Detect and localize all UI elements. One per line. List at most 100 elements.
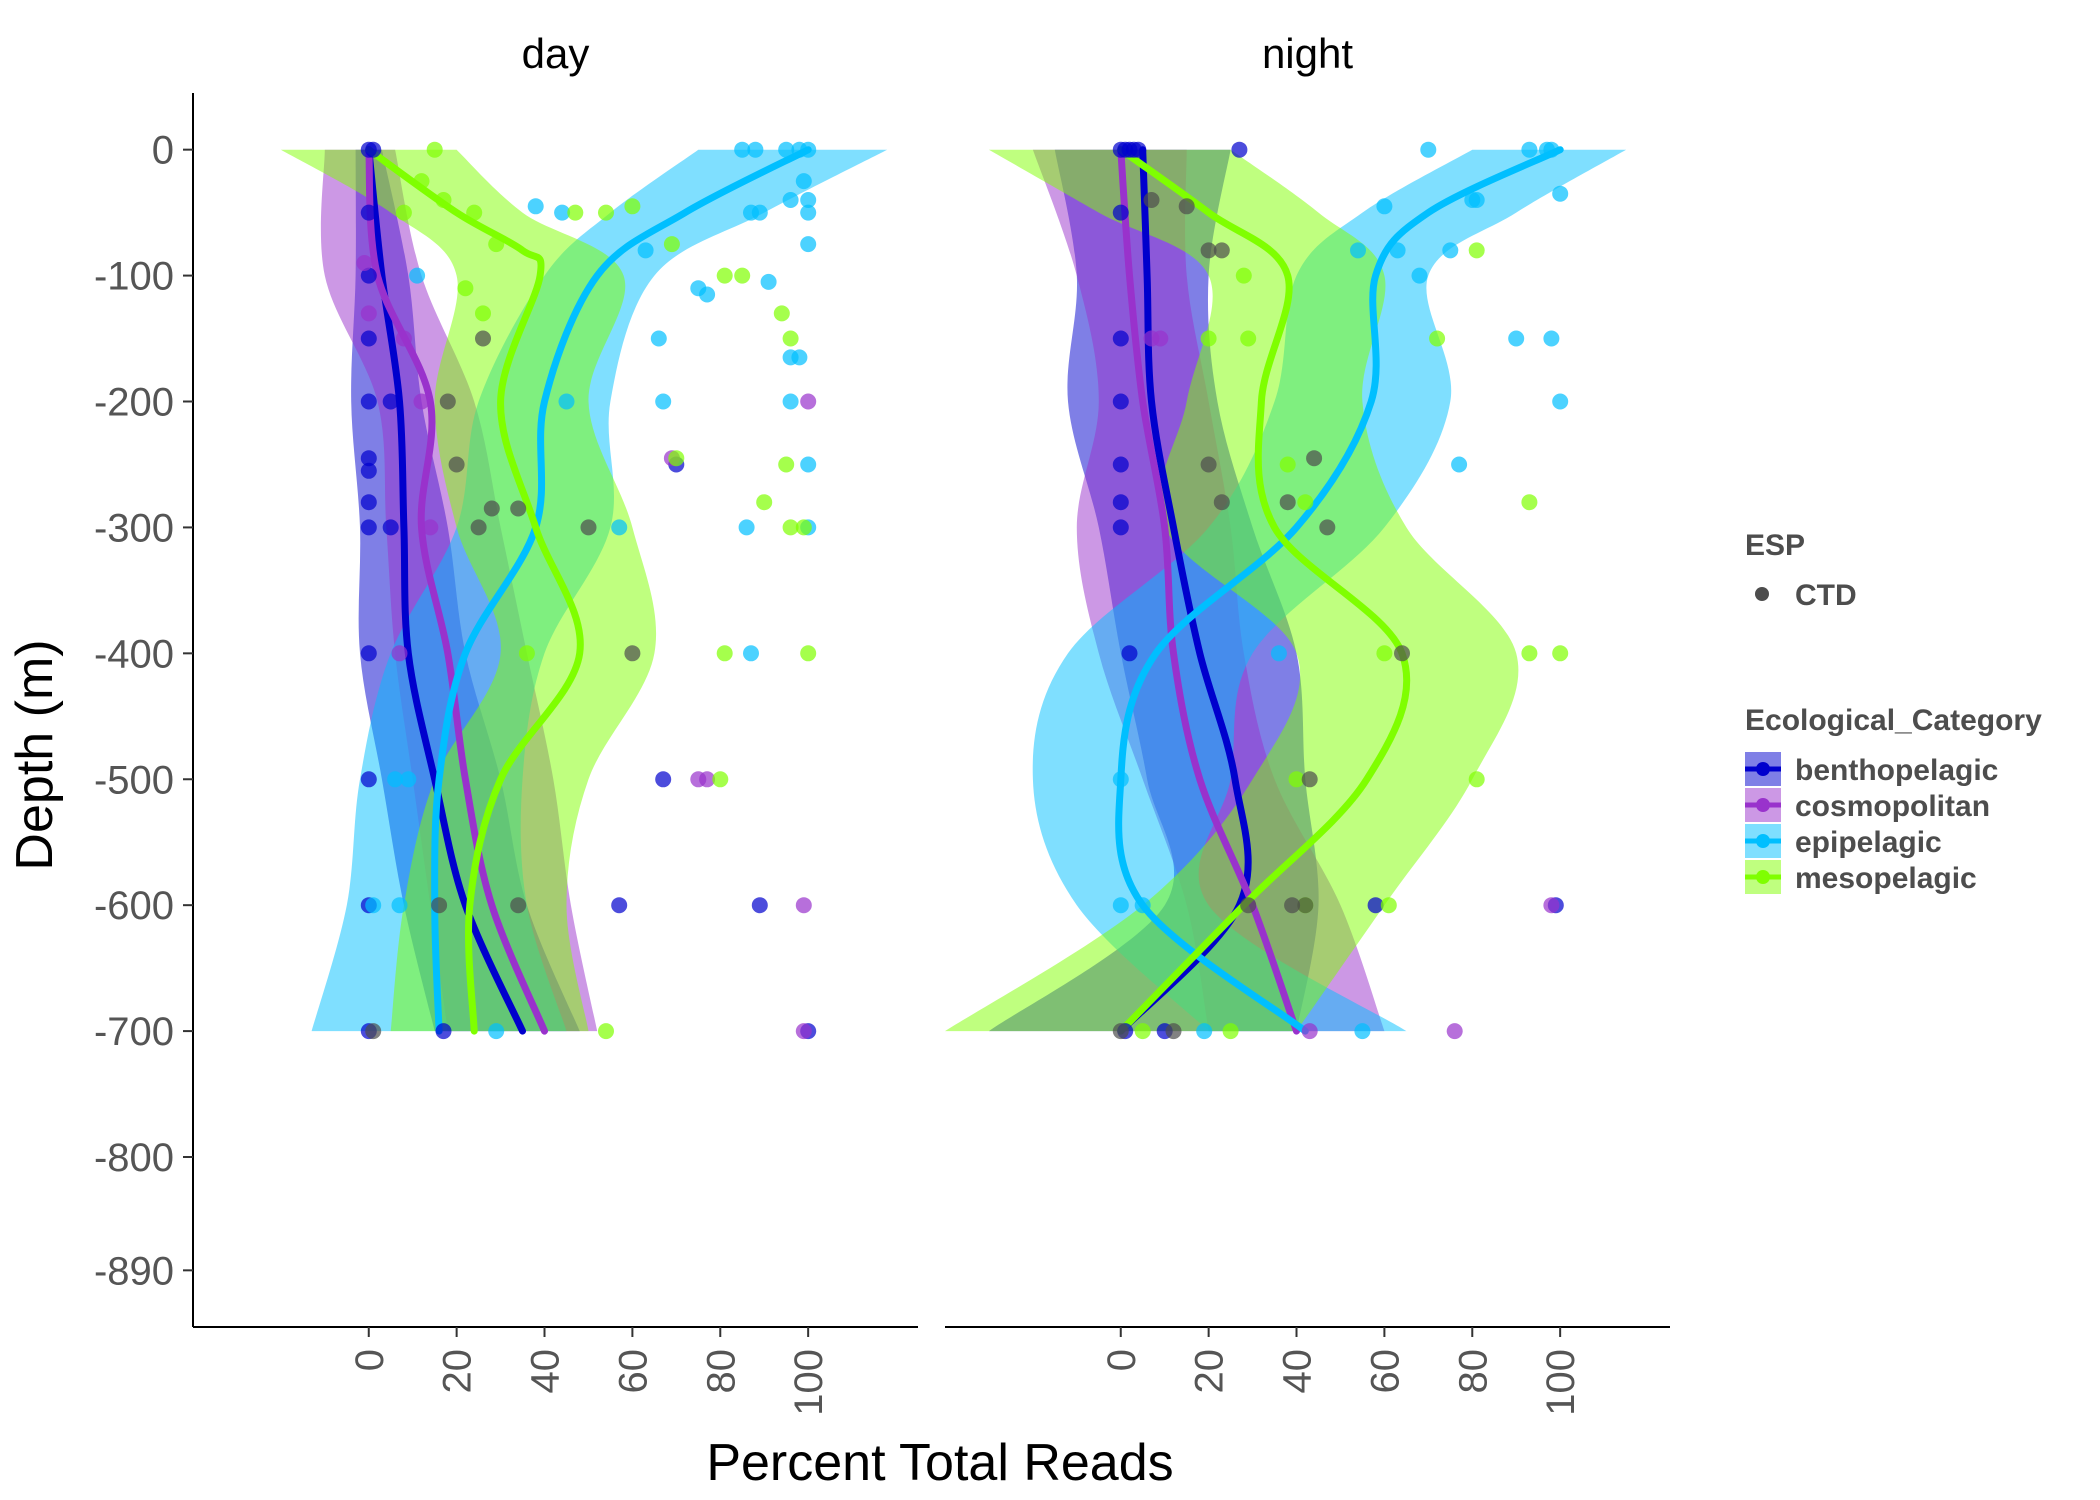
point-night-mesopelagic-16 [1222,1023,1239,1040]
point-day-epipelagic-34 [488,1023,505,1040]
point-night-mesopelagic-4 [1429,330,1446,347]
point-day-epipelagic-29 [743,645,759,662]
point-day-mesopelagic-12 [734,267,751,284]
point-day-mesopelagic-7 [624,198,641,215]
point-night-epipelagic-14 [1552,393,1569,410]
point-night-CTD-8 [1319,519,1336,536]
point-night-cosmopolitan-1 [1152,330,1169,347]
legend-esp-key-0 [1755,587,1769,601]
point-day-epipelagic-0 [734,141,751,158]
point-day-epipelagic-18 [409,267,426,284]
x-tick-label-day-100: 100 [787,1349,831,1416]
point-day-epipelagic-7 [800,192,817,208]
point-night-cosmopolitan-4 [1543,897,1560,914]
y-axis-title: Depth (m) [6,639,64,870]
point-day-cosmopolitan-2 [395,330,412,347]
point-day-epipelagic-5 [795,173,812,190]
smooth-line-day-mesopelagic [365,146,584,1035]
point-night-epipelagic-4 [1552,185,1569,202]
point-day-cosmopolitan-10 [795,897,812,914]
point-day-benthopelagic-5 [360,393,377,410]
point-night-mesopelagic-3 [1240,330,1257,347]
x-tick-label-night-100: 100 [1539,1349,1583,1416]
point-day-CTD-0 [475,330,491,347]
point-night-CTD-6 [1200,456,1217,473]
x-tick-label-night-20: 20 [1188,1349,1232,1394]
point-day-benthopelagic-19 [611,897,628,914]
point-day-cosmopolitan-9 [800,393,817,410]
point-day-CTD-5 [470,519,487,536]
point-day-epipelagic-9 [751,204,768,221]
legend-category-key-dot-mesopelagic [1756,870,1770,884]
point-night-epipelagic-3 [1543,141,1560,158]
point-night-epipelagic-13 [1543,330,1560,347]
point-day-CTD-3 [483,500,500,517]
y-tick-label--600: -600 [94,884,174,928]
ribbon-night-mesopelagic [945,149,1519,1032]
point-day-mesopelagic-20 [795,519,812,536]
x-axis-title: Percent Total Reads [706,1434,1173,1492]
legend-category-key-dot-cosmopolitan [1756,798,1770,812]
point-day-mesopelagic-6 [598,204,614,221]
point-night-CTD-3 [1213,242,1230,259]
point-day-CTD-2 [448,456,465,473]
point-day-benthopelagic-10 [360,645,377,662]
point-day-epipelagic-4 [800,141,817,158]
y-tick-label--100: -100 [94,255,174,299]
point-day-cosmopolitan-4 [422,519,439,536]
legend-esp-title: ESP [1745,529,1805,562]
legend-category-label-mesopelagic: mesopelagic [1795,862,1977,895]
point-night-mesopelagic-11 [1288,771,1305,788]
legend-category-title: Ecological_Category [1745,704,2042,737]
point-night-CTD-11 [1284,897,1301,914]
point-night-mesopelagic-10 [1552,645,1569,662]
point-day-epipelagic-23 [558,393,575,410]
points-night [1112,141,1569,1040]
point-day-mesopelagic-0 [426,141,443,158]
point-night-mesopelagic-8 [1376,645,1393,662]
point-night-benthopelagic-10 [1112,494,1129,511]
panels: day 0 20 40 60 80 100 night 0 20 40 60 80 100 [193,30,1670,1416]
point-night-benthopelagic-11 [1112,519,1129,536]
point-day-CTD-8 [510,897,527,914]
point-day-epipelagic-2 [778,141,795,158]
point-day-benthopelagic-14 [382,393,399,410]
point-night-CTD-12 [1297,897,1314,914]
point-night-epipelagic-6 [1468,192,1485,208]
ribbons-night [945,149,1627,1032]
point-night-cosmopolitan-2 [1301,1023,1318,1040]
smooth-line-day-cosmopolitan [365,146,548,1035]
point-night-mesopelagic-0 [1235,267,1252,284]
point-night-epipelagic-7 [1376,198,1393,215]
point-day-cosmopolitan-3 [413,393,430,410]
x-tick-label-day-40: 40 [524,1349,568,1394]
point-day-epipelagic-16 [699,286,716,303]
point-day-epipelagic-21 [791,349,808,366]
point-day-mesopelagic-4 [466,204,483,221]
point-night-mesopelagic-6 [1521,494,1538,511]
point-day-epipelagic-22 [655,393,672,410]
point-day-benthopelagic-3 [360,267,377,284]
point-night-CTD-4 [1306,450,1323,467]
smooth-lines-night [1115,146,1564,1035]
point-night-benthopelagic-6 [1112,204,1129,221]
y-axis: 0 -100 -200 -300 -400 -500 -600 -700 -800 -890 [94,93,194,1327]
x-tick-label-day-0: 0 [348,1349,392,1371]
y-tick-label--300: -300 [94,506,174,550]
panel-night: night 0 20 40 60 80 100 [945,30,1670,1416]
point-day-mesopelagic-24 [712,771,729,788]
x-tick-label-night-60: 60 [1363,1349,1407,1394]
point-day-CTD-10 [365,1023,382,1040]
x-axis-night: 0 20 40 60 80 100 [945,1326,1670,1416]
point-day-benthopelagic-20 [751,897,768,914]
point-night-epipelagic-10 [1442,242,1459,259]
smooth-line-night-mesopelagic [1117,146,1411,1035]
point-day-mesopelagic-19 [782,519,799,536]
point-night-benthopelagic-15 [1367,897,1384,914]
point-day-cosmopolitan-1 [360,305,377,322]
legend-esp-label-0: CTD [1795,579,1857,612]
point-day-mesopelagic-17 [778,456,795,473]
point-day-mesopelagic-22 [716,645,733,662]
point-day-mesopelagic-16 [668,450,685,467]
point-day-CTD-1 [439,393,456,410]
